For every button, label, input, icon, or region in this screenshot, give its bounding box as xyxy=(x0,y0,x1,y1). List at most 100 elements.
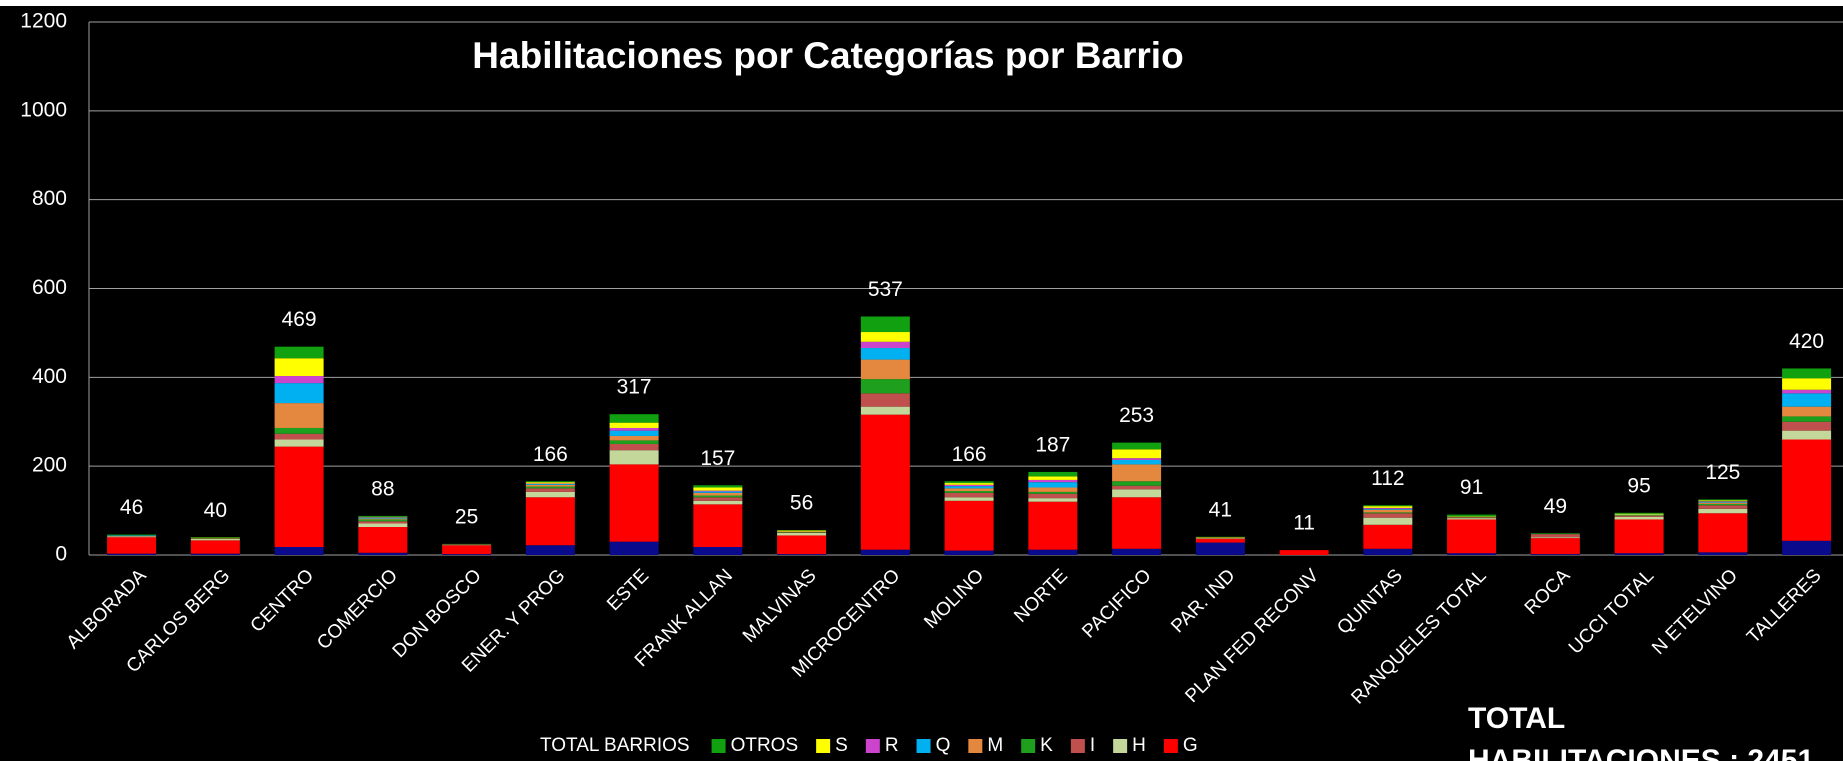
bar-segment xyxy=(777,532,827,536)
legend-label: K xyxy=(1040,735,1053,756)
legend-label: G xyxy=(1183,735,1198,756)
bar-segment xyxy=(777,554,827,555)
bar-segment xyxy=(274,433,324,440)
bar-segment xyxy=(107,537,157,554)
bar-segment xyxy=(274,439,324,447)
total-label: 420 xyxy=(1789,330,1824,353)
bar-segment xyxy=(1782,368,1832,379)
total-label: 41 xyxy=(1209,498,1232,521)
bar-segment xyxy=(609,541,659,555)
bar-segment xyxy=(1614,515,1664,517)
x-tick-label: QUINTAS xyxy=(1333,565,1407,639)
bar-segment xyxy=(944,500,994,551)
total-label: 166 xyxy=(952,443,987,466)
bar-segment xyxy=(1698,513,1748,553)
bar-segment xyxy=(693,497,743,501)
bar-segment xyxy=(1363,524,1413,549)
bar-segment xyxy=(1028,501,1078,550)
bar-segment xyxy=(274,427,324,434)
bar-segment xyxy=(442,554,492,555)
bar-segment xyxy=(1028,498,1078,502)
bar-segment xyxy=(274,383,324,404)
legend-swatch xyxy=(865,739,880,753)
bar-segment xyxy=(944,550,994,555)
chart-title: Habilitaciones por Categorías por Barrio xyxy=(472,35,1183,76)
bar-segment xyxy=(1782,430,1832,440)
total-label: 46 xyxy=(120,496,143,519)
bar-segment xyxy=(1363,512,1413,514)
total-label: 88 xyxy=(371,477,394,500)
total-label: 125 xyxy=(1705,461,1740,484)
bar-segment xyxy=(358,523,408,528)
bar-segment xyxy=(358,519,408,522)
legend-label: M xyxy=(987,735,1003,756)
bar-segment xyxy=(1447,553,1497,555)
bar-segment xyxy=(609,414,659,423)
legend-swatch xyxy=(711,739,726,753)
bar-segment xyxy=(1195,539,1245,543)
total-label: 317 xyxy=(617,376,652,399)
bar-segment xyxy=(1112,442,1162,450)
bar-segment xyxy=(609,430,659,436)
bar-segment xyxy=(274,403,324,428)
bar-segment xyxy=(944,481,994,484)
legend-label: I xyxy=(1090,735,1095,756)
bar-segment xyxy=(358,552,408,555)
bar-segment xyxy=(1782,421,1832,431)
y-tick-label: 1000 xyxy=(20,98,67,121)
legend-label: Q xyxy=(936,735,951,756)
legend-swatch xyxy=(968,739,983,753)
bar-segment xyxy=(777,530,827,532)
bar-segment xyxy=(1614,553,1664,555)
bar-segment xyxy=(1447,517,1497,519)
bar-segment xyxy=(1028,476,1078,480)
x-tick-label: ROCA xyxy=(1521,565,1575,619)
bar-segment xyxy=(525,482,575,484)
y-tick-label: 800 xyxy=(32,187,67,210)
bar-segment xyxy=(1028,479,1078,483)
bar-segment xyxy=(1112,458,1162,460)
bar-segment xyxy=(693,504,743,548)
bar-segment xyxy=(525,484,575,487)
total-label: 49 xyxy=(1544,495,1567,518)
bar-segment xyxy=(693,487,743,491)
bar-segment xyxy=(1698,505,1748,509)
bar-segment xyxy=(1614,513,1664,515)
bar-segment xyxy=(1614,516,1664,520)
bar-segment xyxy=(944,484,994,487)
bar-segment xyxy=(1614,512,1664,514)
bar-segment xyxy=(609,435,659,441)
total-label: 112 xyxy=(1371,467,1404,490)
bar-segment xyxy=(860,379,910,394)
bar-segment xyxy=(1447,516,1497,518)
legend-label: R xyxy=(885,735,899,756)
x-tick-label: N ETELVINO xyxy=(1648,565,1742,659)
top-border xyxy=(0,0,1843,6)
total-label: 187 xyxy=(1035,433,1070,456)
bar-segment xyxy=(1028,549,1078,555)
legend-label: S xyxy=(835,735,848,756)
bar-segment xyxy=(1698,508,1748,514)
bar-segment xyxy=(1698,503,1748,506)
bar-segment xyxy=(1530,534,1580,538)
bar-segment xyxy=(860,316,910,333)
bar-segment xyxy=(693,490,743,492)
bar-segment xyxy=(860,406,910,415)
bar-segment xyxy=(1112,449,1162,459)
bar-segment xyxy=(860,393,910,407)
bar-segment xyxy=(1112,464,1162,482)
total-label: 469 xyxy=(282,308,317,331)
bar-segment xyxy=(274,376,324,384)
bar-segment xyxy=(860,332,910,342)
y-tick-label: 600 xyxy=(32,276,67,299)
bar-segment xyxy=(944,492,994,498)
x-tick-label: RANQUELES TOTAL xyxy=(1347,565,1490,708)
bar-segment xyxy=(1782,406,1832,417)
total-label: 253 xyxy=(1119,404,1154,427)
bar-segment xyxy=(944,488,994,492)
x-tick-label: MOLINO xyxy=(920,565,988,633)
bar-segment xyxy=(1698,500,1748,502)
bar-segment xyxy=(1112,548,1162,555)
